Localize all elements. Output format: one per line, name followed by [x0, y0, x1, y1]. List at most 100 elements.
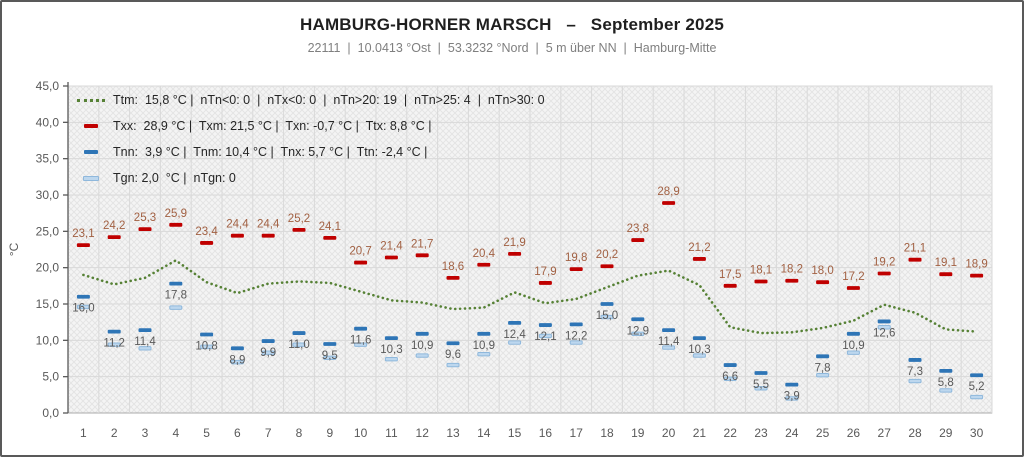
tgn-marker — [538, 333, 552, 339]
x-tick-label: 24 — [785, 426, 799, 440]
x-tick-label: 11 — [385, 426, 398, 440]
x-tick-label: 19 — [631, 426, 645, 440]
txx-data-label: 20,7 — [349, 246, 371, 258]
x-tick-label: 28 — [908, 426, 922, 440]
ttm-dotted-line-icon — [76, 98, 106, 102]
txx-marker — [970, 273, 984, 278]
txx-marker — [538, 281, 552, 285]
tnn-marker — [569, 322, 583, 327]
tnn-marker — [138, 328, 152, 333]
tnn-marker — [508, 320, 522, 325]
x-tick-label: 15 — [508, 426, 522, 440]
tnn-marker — [477, 331, 491, 336]
tnn-marker — [169, 281, 183, 286]
tnn-marker — [230, 346, 244, 351]
txx-marker — [384, 255, 398, 260]
tgn-marker — [508, 340, 522, 345]
tnn-marker — [846, 331, 860, 336]
txx-data-label: 25,3 — [134, 212, 156, 224]
tgn-marker — [384, 357, 398, 362]
tnn-marker — [292, 331, 306, 335]
tgn-marker — [662, 345, 676, 350]
tnn-marker — [662, 328, 676, 333]
tgn-marker — [631, 331, 645, 336]
x-tick-label: 7 — [265, 426, 272, 440]
tnn-marker — [631, 317, 645, 322]
y-tick-label: 20,0 — [36, 261, 60, 275]
tnn-data-label: 5,8 — [938, 377, 954, 389]
tgn-marker — [477, 351, 491, 357]
tnn-data-label: 10,9 — [411, 340, 433, 352]
txx-data-label: 19,1 — [935, 257, 957, 269]
txx-data-label: 20,4 — [473, 248, 496, 260]
x-tick-label: 22 — [724, 426, 738, 440]
tnn-data-label: 12,1 — [534, 331, 556, 343]
txx-data-label: 21,2 — [688, 242, 710, 254]
txx-marker — [662, 201, 676, 205]
legend-row-ttm: Ttm: 15,8 °C | nTn<0: 0 | nTx<0: 0 | nTn… — [76, 87, 545, 113]
txx-data-label: 20,2 — [596, 249, 618, 261]
tnn-marker — [261, 339, 275, 343]
txx-data-label: 25,9 — [165, 208, 187, 220]
txx-data-label: 17,9 — [534, 266, 556, 278]
tnn-data-label: 12,4 — [503, 329, 526, 341]
txx-data-label: 18,6 — [442, 261, 464, 273]
tnn-data-label: 17,8 — [165, 290, 187, 302]
txx-marker — [877, 271, 891, 276]
txx-dash-icon — [76, 124, 106, 128]
txx-data-label: 23,4 — [195, 226, 218, 238]
x-tick-label: 25 — [816, 426, 830, 440]
x-tick-label: 29 — [939, 426, 953, 440]
x-tick-label: 30 — [970, 426, 984, 440]
tgn-marker — [816, 373, 830, 378]
txx-data-label: 19,8 — [565, 252, 587, 264]
tnn-data-label: 7,8 — [815, 362, 831, 374]
txx-marker — [816, 280, 830, 285]
tgn-marker — [446, 362, 460, 368]
tgn-marker — [754, 386, 768, 391]
txx-data-label: 25,2 — [288, 213, 310, 225]
tnn-data-label: 7,3 — [907, 366, 923, 378]
x-tick-label: 18 — [600, 426, 614, 440]
tnn-data-label: 11,6 — [350, 335, 372, 347]
txx-marker — [354, 260, 368, 265]
ttm-series-line — [82, 258, 978, 335]
tnn-data-label: 12,9 — [627, 325, 649, 337]
tnn-marker — [384, 336, 398, 341]
txx-marker — [200, 241, 214, 245]
tgn-marker — [261, 350, 275, 355]
tnn-data-label: 9,9 — [260, 347, 276, 359]
y-tick-label: 0,0 — [42, 406, 59, 420]
tgn-marker — [970, 394, 984, 400]
txx-marker — [785, 278, 799, 283]
tnn-marker — [76, 294, 90, 299]
txx-marker — [169, 222, 183, 227]
txx-marker — [631, 238, 645, 242]
tgn-marker — [600, 314, 614, 320]
x-tick-label: 27 — [878, 426, 892, 440]
legend-ttm-text: Ttm: 15,8 °C | nTn<0: 0 | nTx<0: 0 | nTn… — [113, 93, 545, 107]
tgn-marker — [138, 346, 152, 351]
page-title: HAMBURG-HORNER MARSCH – September 2025 — [299, 15, 725, 34]
tnn-marker — [908, 358, 922, 362]
txx-marker — [754, 279, 768, 284]
station-subtitle: 22111 | 10.0413 °Ost | 53.3232 °Nord | 5… — [307, 41, 717, 55]
txx-marker — [261, 233, 275, 238]
tgn-marker — [877, 325, 891, 330]
txx-marker — [508, 251, 522, 256]
txx-data-label: 17,2 — [842, 271, 864, 283]
txx-marker — [107, 235, 121, 240]
txx-data-label: 24,1 — [319, 221, 341, 233]
x-tick-label: 5 — [203, 426, 210, 440]
y-tick-label: 5,0 — [42, 370, 59, 384]
x-tick-label: 4 — [172, 426, 179, 440]
tnn-data-label: 11,2 — [103, 338, 125, 350]
tnn-marker — [692, 336, 706, 341]
x-tick-label: 8 — [296, 426, 303, 440]
tnn-data-label: 11,0 — [288, 339, 310, 351]
legend-row-tnn: Tnn: 3,9 °C | Tnm: 10,4 °C | Tnx: 5,7 °C… — [76, 139, 545, 165]
txx-data-label: 21,9 — [503, 237, 525, 249]
tnn-dash-icon — [76, 150, 106, 154]
txx-data-label: 24,4 — [226, 219, 249, 231]
